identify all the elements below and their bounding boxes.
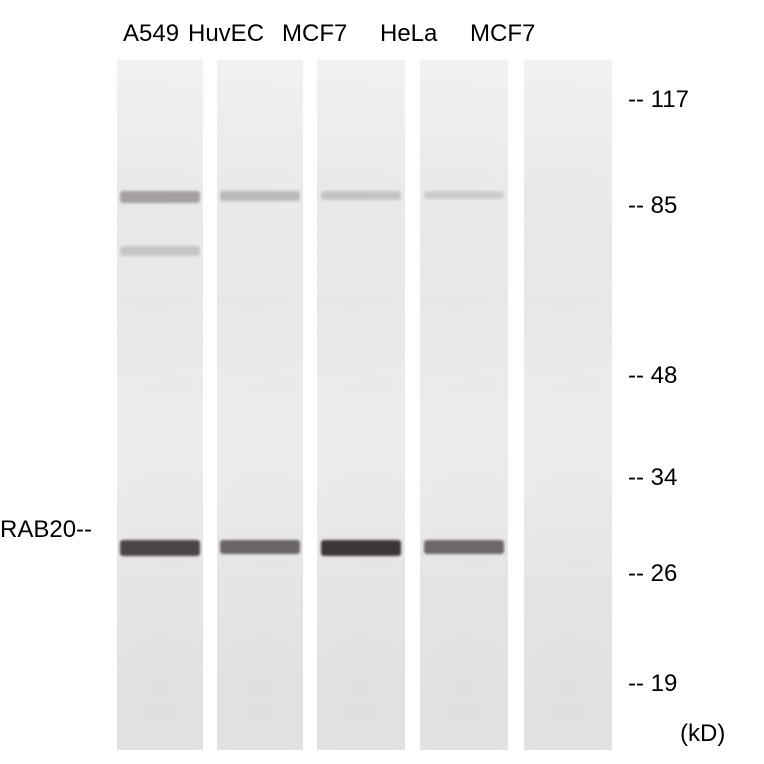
marker-26: -- 26: [628, 560, 677, 588]
marker-117: -- 117: [628, 86, 689, 114]
band: [321, 540, 402, 556]
lane-2: [215, 60, 305, 750]
lane-4: [418, 60, 510, 750]
marker-19: -- 19: [628, 670, 677, 698]
lane-label-1: A549: [123, 20, 179, 48]
protein-label: RAB20--: [0, 516, 92, 544]
western-blot-figure: A549 HuvEC MCF7 HeLa MCF7 -- 117 -- 85 -…: [0, 0, 764, 764]
band: [220, 191, 299, 201]
lane-label-5: MCF7: [470, 20, 535, 48]
band: [220, 540, 299, 554]
lane-1: [115, 60, 205, 750]
marker-85: -- 85: [628, 192, 677, 220]
band: [424, 191, 505, 199]
lane-label-3: MCF7: [282, 20, 347, 48]
lane-label-2: HuvEC: [188, 20, 264, 48]
lanes-container: [0, 60, 764, 750]
marker-48: -- 48: [628, 362, 677, 390]
lane-label-4: HeLa: [380, 20, 437, 48]
marker-34: -- 34: [628, 464, 677, 492]
band: [120, 191, 199, 203]
band: [321, 191, 402, 200]
lane-3: [315, 60, 407, 750]
lane-5: [522, 60, 614, 750]
band: [424, 540, 505, 554]
lane-labels-row: A549 HuvEC MCF7 HeLa MCF7: [0, 0, 764, 60]
band: [120, 540, 199, 556]
band: [120, 246, 199, 256]
unit-label: (kD): [680, 720, 725, 748]
